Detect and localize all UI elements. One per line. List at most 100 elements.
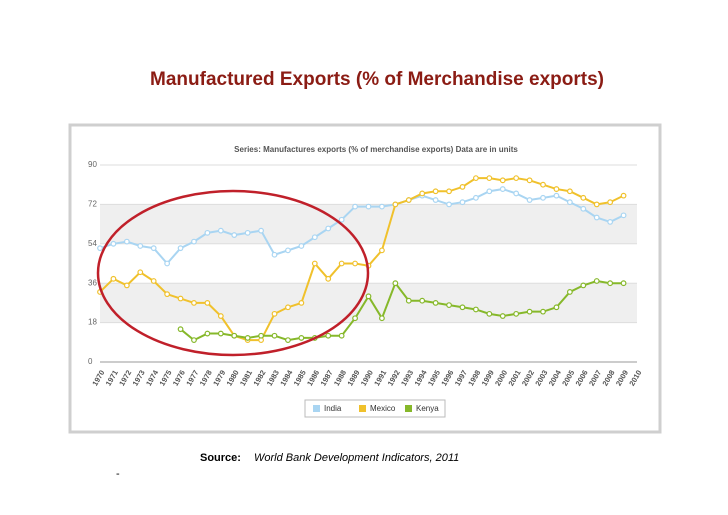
grid-band xyxy=(100,204,637,244)
slide-title: Manufactured Exports (% of Merchandise e… xyxy=(150,69,604,90)
point xyxy=(405,197,412,203)
point xyxy=(419,190,426,197)
point xyxy=(204,330,211,337)
point xyxy=(217,313,224,319)
legend-swatch xyxy=(359,405,366,412)
point xyxy=(338,260,345,267)
point xyxy=(231,232,238,238)
point xyxy=(177,326,184,333)
y-tick-label: 36 xyxy=(88,278,97,287)
y-tick-label: 72 xyxy=(88,200,97,209)
point xyxy=(473,194,479,201)
point xyxy=(419,297,426,304)
point xyxy=(620,280,627,287)
point xyxy=(553,192,560,199)
point xyxy=(271,251,278,258)
point xyxy=(473,175,479,182)
point xyxy=(379,247,385,254)
point xyxy=(405,297,412,304)
point xyxy=(325,275,332,282)
point xyxy=(298,243,305,249)
point xyxy=(513,190,520,197)
point xyxy=(137,269,144,276)
point xyxy=(123,238,130,245)
point xyxy=(620,212,627,219)
point xyxy=(459,304,466,311)
point xyxy=(486,175,493,182)
point xyxy=(459,183,466,190)
point xyxy=(191,238,197,245)
point xyxy=(566,199,573,206)
point xyxy=(150,245,157,252)
point xyxy=(580,194,587,201)
grid-band xyxy=(100,283,637,323)
point xyxy=(620,192,627,199)
legend-swatch xyxy=(313,405,320,412)
legend-box xyxy=(304,399,446,418)
point xyxy=(311,260,318,267)
point xyxy=(365,293,372,300)
point xyxy=(97,245,103,252)
series-line xyxy=(179,279,624,342)
point xyxy=(553,304,560,311)
point xyxy=(379,315,385,322)
point xyxy=(271,332,278,339)
point xyxy=(607,280,614,287)
point xyxy=(204,300,211,306)
point xyxy=(298,335,305,341)
point xyxy=(352,315,358,322)
point xyxy=(446,302,452,308)
point xyxy=(244,335,251,341)
y-tick-label: 18 xyxy=(88,318,97,327)
point xyxy=(593,278,600,284)
point xyxy=(486,188,493,195)
series-line xyxy=(99,188,625,266)
source-text: World Bank Development Indicators, 2011 xyxy=(254,452,459,464)
y-tick-label: 54 xyxy=(88,239,97,248)
point xyxy=(164,291,171,298)
point xyxy=(580,205,587,212)
point xyxy=(285,304,291,311)
point xyxy=(311,234,318,241)
point xyxy=(526,308,533,315)
point xyxy=(338,332,345,339)
point xyxy=(513,175,520,182)
source-label: Source: xyxy=(200,452,241,464)
point xyxy=(217,227,224,234)
point xyxy=(499,186,506,192)
point xyxy=(325,225,332,232)
point xyxy=(271,310,278,317)
point xyxy=(486,310,493,317)
point xyxy=(446,201,452,208)
point xyxy=(177,245,184,252)
point xyxy=(526,177,533,184)
point xyxy=(593,201,600,208)
point xyxy=(164,260,171,267)
point xyxy=(110,240,117,247)
point xyxy=(123,282,130,289)
point xyxy=(446,188,452,195)
point xyxy=(513,310,520,317)
chart-frame xyxy=(68,123,662,434)
point xyxy=(137,243,144,249)
point xyxy=(177,295,184,302)
point xyxy=(365,203,372,210)
point xyxy=(379,203,385,210)
point xyxy=(352,203,358,210)
point xyxy=(110,275,117,282)
footnote-mark: - xyxy=(116,468,120,480)
legend-swatch xyxy=(405,405,412,412)
point xyxy=(285,337,291,344)
legend-label: India xyxy=(324,404,342,413)
point xyxy=(607,219,614,225)
point xyxy=(392,201,399,208)
point xyxy=(352,260,358,267)
point xyxy=(540,194,546,201)
point xyxy=(231,332,238,339)
point xyxy=(298,300,305,306)
y-tick-label: 90 xyxy=(88,160,97,169)
point xyxy=(607,199,614,206)
point xyxy=(566,188,573,195)
point xyxy=(338,216,345,223)
